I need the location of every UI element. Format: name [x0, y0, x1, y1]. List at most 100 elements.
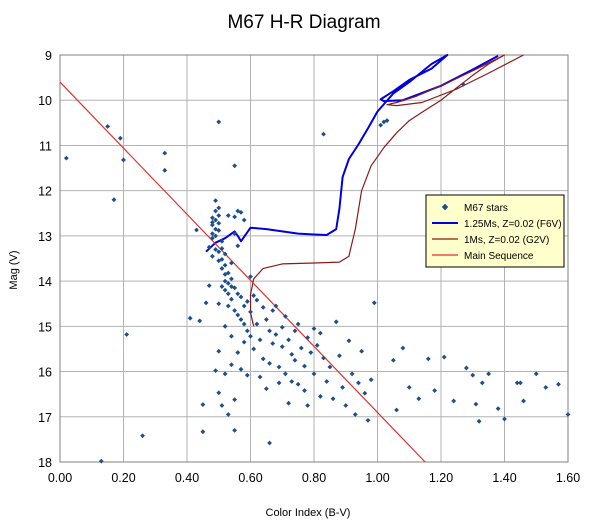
star-point: [203, 300, 209, 306]
star-point: [302, 363, 307, 369]
x-tick-label: 0.80: [302, 471, 326, 485]
star-point: [241, 303, 247, 309]
star-point: [216, 220, 222, 226]
star-point: [213, 217, 218, 223]
star-point: [295, 321, 301, 327]
y-tick-label: 18: [38, 456, 52, 470]
star-point: [464, 365, 469, 371]
star-point: [210, 231, 215, 237]
star-point: [321, 131, 326, 137]
star-point: [359, 348, 365, 354]
star-point: [384, 118, 390, 123]
star-point: [406, 384, 412, 390]
star-point: [235, 350, 241, 355]
star-point: [286, 337, 291, 343]
star-point: [556, 381, 561, 387]
star-point: [251, 346, 257, 352]
star-point: [283, 313, 288, 319]
star-point: [232, 163, 238, 169]
star-point: [117, 135, 123, 141]
x-tick-labels: 0.00 0.20 0.40 0.60 0.80 1.00 1.20 1.40 1.60: [48, 471, 580, 485]
star-point: [270, 341, 276, 346]
star-point: [238, 294, 244, 300]
star-point: [232, 285, 238, 291]
star-point: [248, 333, 253, 339]
star-point: [416, 396, 422, 402]
star-point: [98, 458, 104, 464]
star-point: [206, 244, 212, 250]
x-tick-label: 1.20: [429, 471, 453, 485]
star-point: [200, 429, 206, 435]
star-point: [346, 338, 352, 344]
star-point: [543, 384, 549, 390]
star-point: [229, 296, 234, 302]
star-point: [311, 371, 317, 377]
star-point: [349, 371, 355, 377]
star-point: [229, 284, 234, 289]
star-point: [263, 317, 269, 322]
star-point: [216, 249, 222, 255]
star-point: [244, 299, 250, 304]
star-point: [286, 400, 291, 406]
x-tick-label: 1.40: [492, 471, 516, 485]
star-point: [267, 361, 272, 366]
x-tick-label: 0.20: [111, 471, 135, 485]
star-point: [340, 384, 345, 390]
star-point: [235, 291, 241, 297]
y-axis-label: Mag (V): [8, 250, 20, 289]
star-point: [238, 317, 244, 322]
star-point: [222, 287, 228, 293]
y-tick-label: 14: [38, 275, 52, 289]
star-point: [305, 335, 311, 341]
star-point: [390, 357, 396, 363]
star-point: [295, 381, 301, 387]
star-point: [279, 344, 285, 350]
star-point: [194, 227, 199, 233]
star-point: [200, 402, 206, 407]
y-tick-labels: 9 10 11 12 13 14 15 16 17 18: [38, 49, 52, 470]
star-point: [219, 257, 225, 262]
star-point: [244, 328, 250, 334]
star-point: [394, 407, 399, 413]
star-point: [219, 403, 225, 408]
star-point: [111, 197, 117, 203]
star-point: [216, 390, 222, 396]
star-point: [400, 345, 406, 351]
star-point: [222, 262, 228, 268]
star-point: [229, 362, 234, 368]
star-points: [63, 81, 571, 464]
star-point: [311, 326, 317, 331]
star-point: [216, 228, 222, 233]
star-point: [210, 222, 215, 228]
star-point: [210, 253, 215, 259]
star-point: [232, 214, 238, 220]
star-point: [476, 418, 482, 424]
star-point: [254, 321, 260, 327]
y-tick-label: 15: [38, 320, 52, 334]
star-point: [225, 291, 231, 297]
star-point: [105, 124, 111, 129]
star-point: [213, 226, 218, 232]
star-point: [273, 332, 279, 337]
star-point: [216, 119, 222, 125]
star-point: [225, 412, 231, 417]
star-point: [213, 198, 218, 204]
star-point: [327, 364, 333, 370]
star-point: [140, 433, 145, 439]
star-point: [210, 235, 215, 241]
star-point: [235, 243, 241, 249]
star-point: [308, 350, 314, 355]
star-point: [213, 208, 218, 214]
star-point: [206, 283, 212, 289]
star-point: [324, 379, 330, 384]
star-point: [248, 309, 253, 315]
star-point: [225, 270, 231, 276]
star-point: [235, 312, 241, 318]
star-point: [292, 328, 298, 334]
legend-label-2: 1Ms, Z=0.02 (G2V): [464, 235, 549, 246]
star-point: [495, 406, 501, 412]
star-point: [514, 380, 520, 386]
series-line-2: [249, 54, 524, 327]
star-point: [216, 258, 222, 264]
star-point: [432, 388, 438, 393]
